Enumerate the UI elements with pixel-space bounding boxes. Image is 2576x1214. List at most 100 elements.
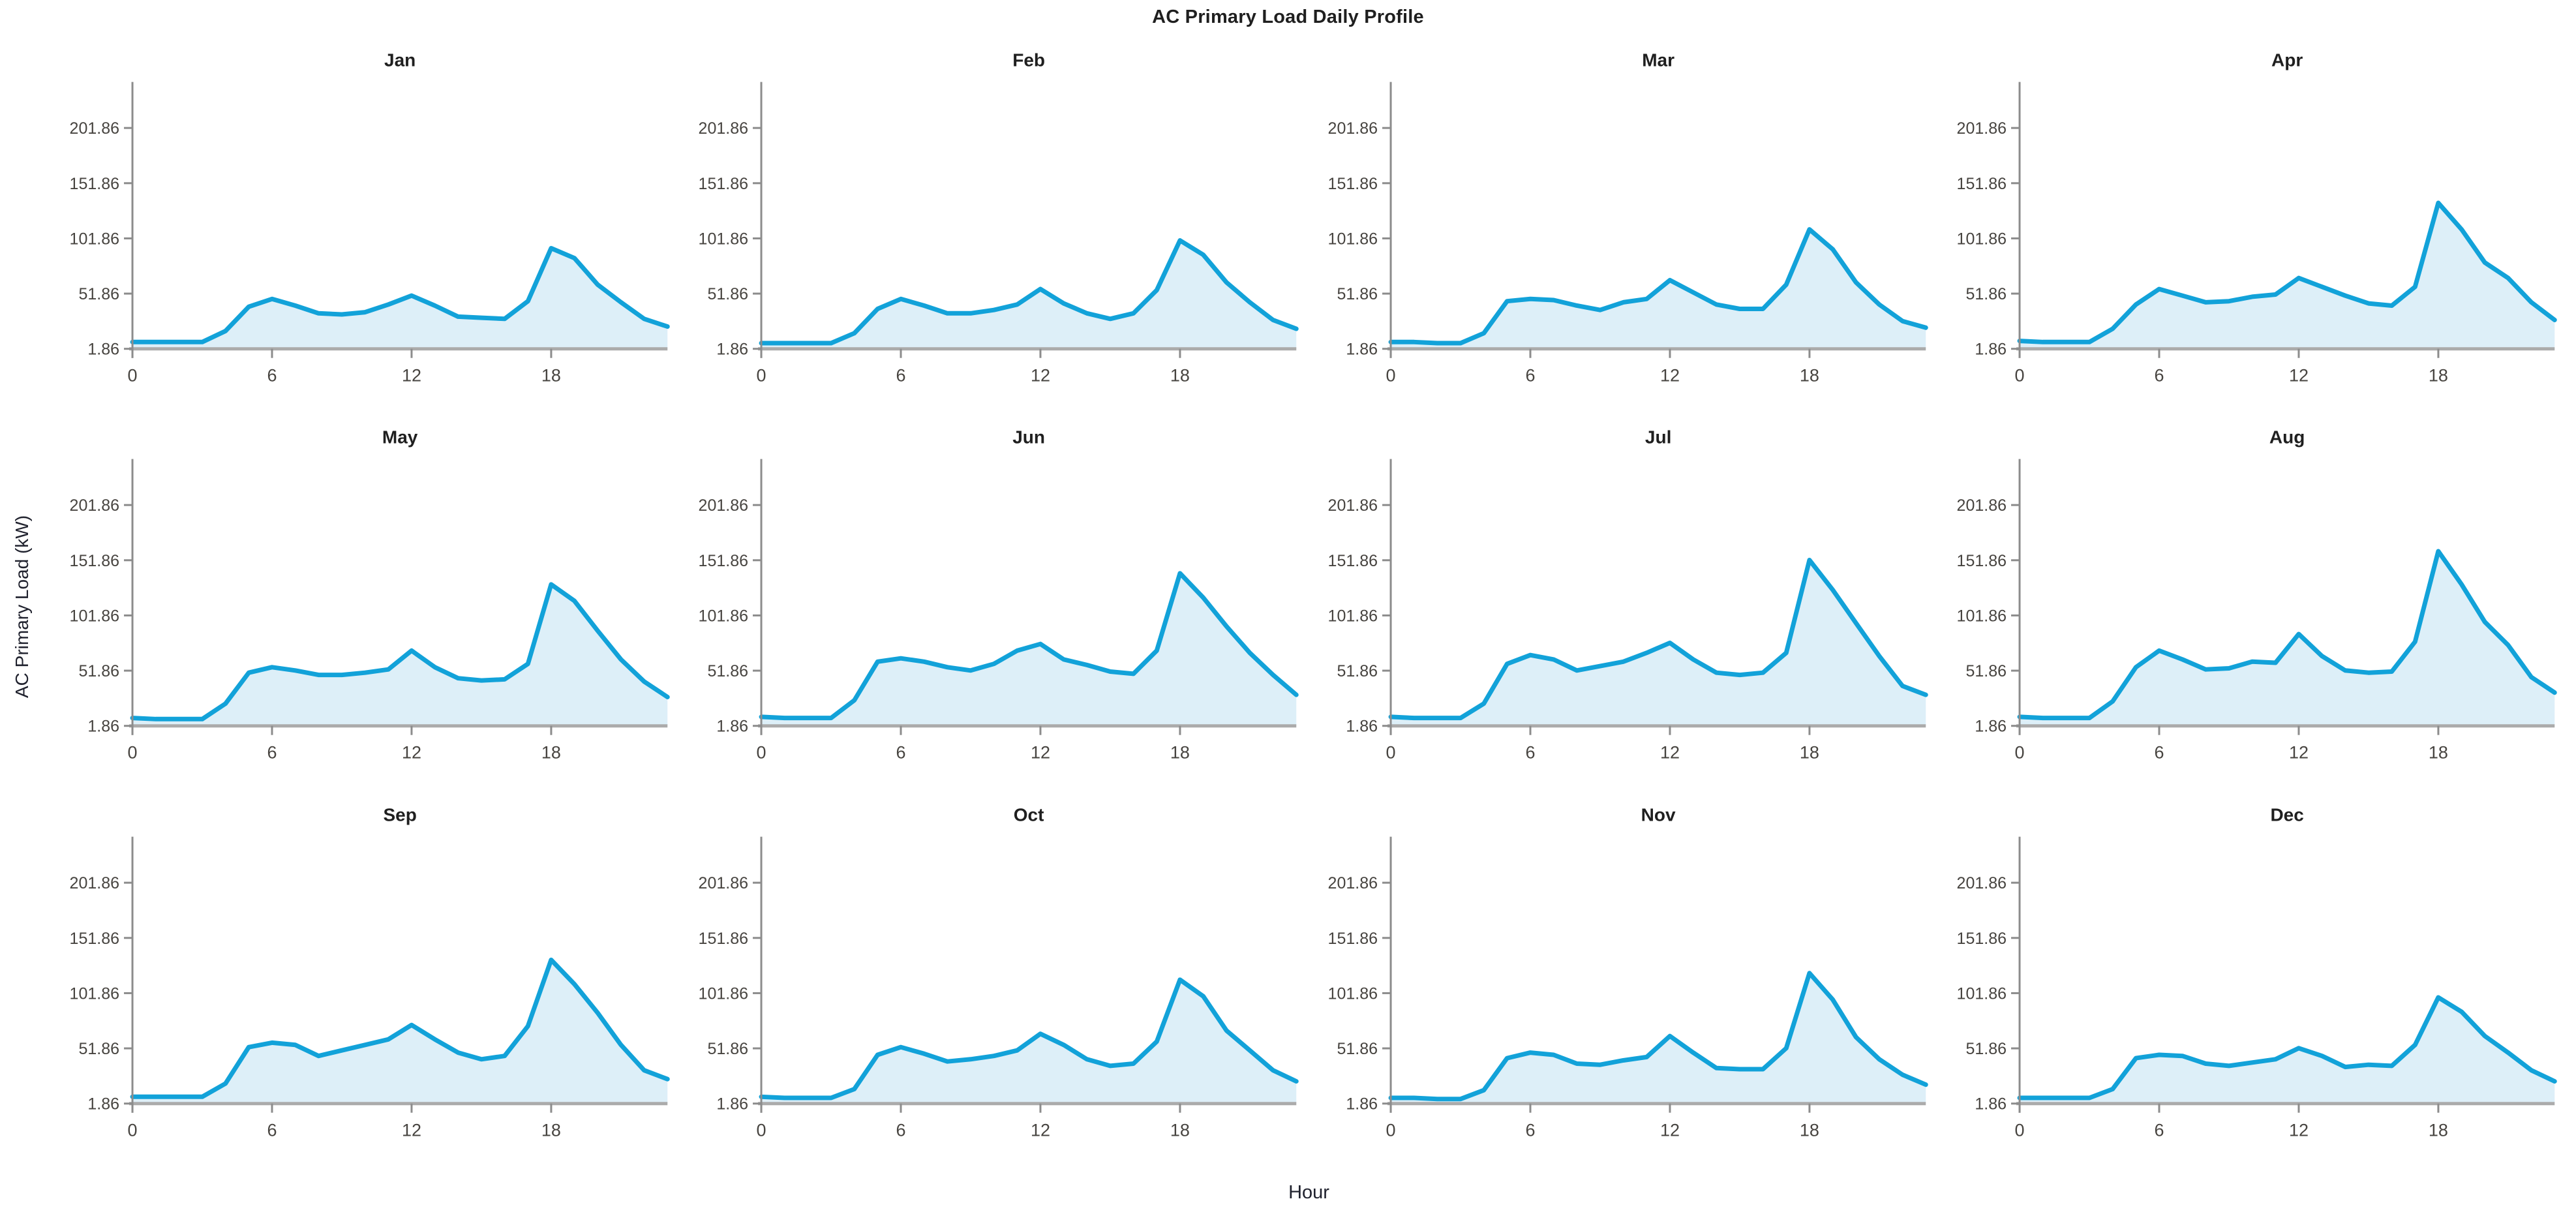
y-axis-label: AC Primary Load (kW) <box>12 515 32 699</box>
jun-chart: Jun 201.86 151.86 101.86 51.86 1.86 0 6 12 18 <box>699 427 1299 763</box>
y-tick-label: 201.86 <box>699 874 748 892</box>
y-tick-label: 51.86 <box>1965 285 2007 303</box>
area-fill <box>1390 973 1926 1104</box>
x-tick-label: 12 <box>402 366 421 386</box>
subplot-mar: Mar 201.86 151.86 101.86 51.86 1.86 0 6 12 18 <box>1309 38 1938 415</box>
area-fill <box>132 960 668 1104</box>
subplot-title: Jun <box>1012 427 1045 448</box>
y-tick-label: 201.86 <box>1327 874 1377 892</box>
y-tick-label: 51.86 <box>1337 1040 1378 1058</box>
x-tick-label: 12 <box>1031 366 1050 386</box>
x-tick-label: 0 <box>2014 366 2024 386</box>
x-tick-label: 6 <box>1525 743 1535 763</box>
subplot-oct: Oct 201.86 151.86 101.86 51.86 1.86 0 6 12 18 <box>680 793 1309 1170</box>
subplot-title: Feb <box>1012 50 1045 70</box>
mar-chart: Mar 201.86 151.86 101.86 51.86 1.86 0 6 12 18 <box>1327 50 1928 386</box>
area-fill <box>1390 560 1926 727</box>
x-tick-label: 12 <box>402 1120 421 1140</box>
x-tick-label: 18 <box>1170 743 1190 763</box>
x-tick-label: 0 <box>1386 743 1395 763</box>
x-tick-label: 12 <box>1659 1120 1679 1140</box>
area-fill <box>1390 229 1926 349</box>
y-tick-label: 101.86 <box>699 607 748 626</box>
x-tick-label: 18 <box>541 366 561 386</box>
y-tick-label: 151.86 <box>699 929 748 947</box>
x-tick-label: 12 <box>2289 743 2309 763</box>
aug-chart: Aug 201.86 151.86 101.86 51.86 1.86 0 6 12 18 <box>1956 427 2557 763</box>
y-tick-label: 151.86 <box>70 552 119 570</box>
area-fill <box>132 248 668 349</box>
y-tick-label: 201.86 <box>1956 496 2006 515</box>
y-tick-label: 201.86 <box>70 874 119 892</box>
y-tick-label: 151.86 <box>1327 175 1377 193</box>
y-tick-label: 101.86 <box>1956 607 2006 626</box>
y-tick-label: 151.86 <box>1956 552 2006 570</box>
y-tick-label: 151.86 <box>699 552 748 570</box>
x-tick-label: 6 <box>896 743 906 763</box>
x-tick-label: 12 <box>1031 743 1050 763</box>
x-tick-label: 0 <box>2014 1120 2024 1140</box>
x-tick-label: 0 <box>757 366 766 386</box>
x-tick-label: 6 <box>267 1120 277 1140</box>
x-tick-label: 0 <box>757 743 766 763</box>
x-tick-label: 6 <box>896 366 906 386</box>
x-tick-label: 12 <box>402 743 421 763</box>
x-tick-label: 12 <box>1659 743 1679 763</box>
y-tick-label: 1.86 <box>87 718 119 736</box>
x-tick-label: 6 <box>2154 743 2164 763</box>
y-tick-label: 201.86 <box>1327 496 1377 515</box>
jan-chart: Jan 201.86 151.86 101.86 51.86 1.86 0 6 12 18 <box>70 50 670 386</box>
load-line <box>1388 558 1928 721</box>
y-tick-label: 1.86 <box>1346 718 1378 736</box>
x-tick-label: 0 <box>1386 1120 1395 1140</box>
y-tick-label: 51.86 <box>708 662 749 680</box>
y-tick-label: 51.86 <box>1337 285 1378 303</box>
x-tick-label: 0 <box>128 366 138 386</box>
subplot-may: May 201.86 151.86 101.86 51.86 1.86 0 6 12 18 <box>51 415 680 792</box>
subplot-aug: Aug 201.86 151.86 101.86 51.86 1.86 0 6 12 18 <box>1938 415 2567 792</box>
area-fill <box>2019 997 2554 1104</box>
y-tick-label: 101.86 <box>1956 230 2006 248</box>
subplot-title: Nov <box>1641 804 1675 825</box>
y-tick-label: 201.86 <box>1327 119 1377 138</box>
load-line <box>130 582 670 722</box>
y-tick-label: 1.86 <box>1346 1095 1378 1113</box>
subplot-title: Aug <box>2269 427 2305 448</box>
load-line <box>2017 549 2557 721</box>
subplot-jan: Jan 201.86 151.86 101.86 51.86 1.86 0 6 12 18 <box>51 38 680 415</box>
y-tick-label: 101.86 <box>699 230 748 248</box>
subplot-title: Apr <box>2271 50 2303 70</box>
y-tick-label: 151.86 <box>699 175 748 193</box>
y-tick-label: 151.86 <box>1327 552 1377 570</box>
subplot-jun: Jun 201.86 151.86 101.86 51.86 1.86 0 6 12 18 <box>680 415 1309 792</box>
subplot-feb: Feb 201.86 151.86 101.86 51.86 1.86 0 6 12 18 <box>680 38 1309 415</box>
x-tick-label: 18 <box>541 743 561 763</box>
y-tick-label: 1.86 <box>1346 341 1378 359</box>
y-tick-label: 1.86 <box>717 341 749 359</box>
load-line <box>759 238 1299 346</box>
x-tick-label: 0 <box>2014 743 2024 763</box>
y-tick-label: 51.86 <box>78 1040 119 1058</box>
x-axis-label: Hour <box>1288 1182 1329 1203</box>
x-tick-label: 6 <box>267 743 277 763</box>
y-tick-label: 151.86 <box>70 929 119 947</box>
x-tick-label: 0 <box>128 1120 138 1140</box>
load-line <box>1388 227 1928 346</box>
subplot-title: May <box>382 427 418 448</box>
y-tick-label: 151.86 <box>1956 929 2006 947</box>
y-tick-label: 1.86 <box>717 1095 749 1113</box>
area-fill <box>2019 203 2554 349</box>
y-tick-label: 51.86 <box>1337 662 1378 680</box>
y-tick-label: 51.86 <box>708 1040 749 1058</box>
nov-chart: Nov 201.86 151.86 101.86 51.86 1.86 0 6 12 18 <box>1327 804 1928 1140</box>
area-fill <box>2019 551 2554 727</box>
load-line <box>759 977 1299 1100</box>
area-fill <box>761 240 1297 349</box>
y-tick-label: 1.86 <box>1975 1095 2007 1113</box>
subplot-title: Jan <box>384 50 416 70</box>
y-tick-label: 51.86 <box>708 285 749 303</box>
x-tick-label: 18 <box>2429 366 2448 386</box>
x-tick-label: 18 <box>1170 1120 1190 1140</box>
x-tick-label: 0 <box>1386 366 1395 386</box>
load-line <box>2017 200 2557 344</box>
